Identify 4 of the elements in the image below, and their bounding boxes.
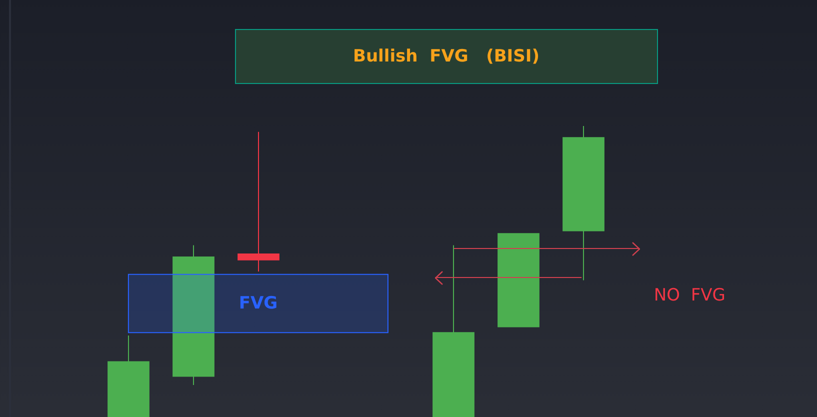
band-label: FVG <box>238 294 278 314</box>
chart-title: Bullish FVG (BISI) <box>353 46 540 66</box>
candlestick <box>238 131 280 272</box>
text: NO FVG <box>654 286 726 306</box>
